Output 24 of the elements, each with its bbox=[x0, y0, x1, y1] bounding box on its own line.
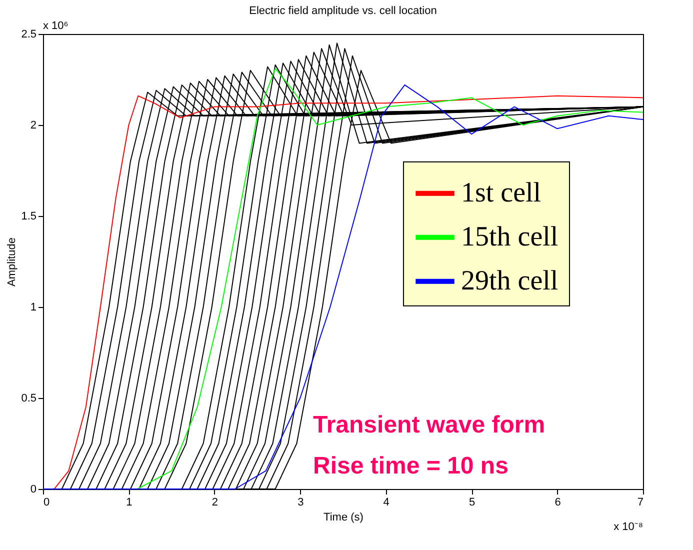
y-tick-label: 0.5 bbox=[21, 392, 36, 404]
legend-label: 1st cell bbox=[461, 177, 542, 208]
y-tick-label: 2 bbox=[30, 120, 36, 132]
annotation: Rise time = 10 ns bbox=[313, 452, 508, 480]
x-tick-label: 2 bbox=[212, 496, 218, 508]
annotation: Transient wave form bbox=[313, 411, 546, 438]
x-tick-label: 6 bbox=[554, 496, 561, 508]
y-tick-label: 1 bbox=[30, 302, 36, 314]
x-tick-label: 5 bbox=[469, 496, 476, 508]
y-axis-title: Amplitude bbox=[6, 238, 18, 286]
x-tick-label: 3 bbox=[298, 496, 304, 508]
x-tick-label: 4 bbox=[383, 496, 390, 508]
y-tick-label: 2.5 bbox=[21, 28, 36, 40]
y-tick-label: 1.5 bbox=[21, 210, 36, 222]
legend-label: 29th cell bbox=[461, 265, 558, 296]
x-tick-label: 7 bbox=[637, 496, 644, 508]
chart-title: Electric field amplitude vs. cell location bbox=[249, 5, 437, 17]
x-tick-label: 0 bbox=[44, 496, 50, 508]
x-tick-label: 1 bbox=[126, 496, 132, 508]
text: x 10⁶ bbox=[43, 20, 68, 32]
x-axis-title: Time (s) bbox=[324, 512, 364, 524]
text: x 10⁻⁸ bbox=[614, 521, 643, 533]
y-tick-label: 0 bbox=[30, 484, 36, 496]
legend-label: 15th cell bbox=[461, 221, 558, 252]
